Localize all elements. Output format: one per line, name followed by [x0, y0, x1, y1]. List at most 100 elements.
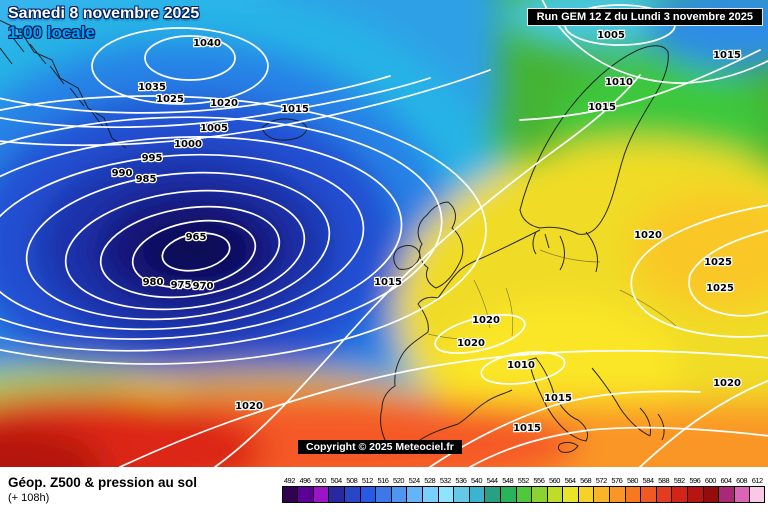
map-title: Géop. Z500 & pression au sol	[8, 475, 198, 490]
legend-value: 540	[471, 476, 483, 485]
legend-cell: 612	[749, 476, 765, 503]
legend-cell: 500	[312, 476, 329, 503]
legend-value: 516	[377, 476, 389, 485]
country-borders	[427, 249, 677, 340]
legend-value: 548	[502, 476, 514, 485]
model-run-info: Run GEM 12 Z du Lundi 3 novembre 2025	[526, 8, 763, 26]
legend-cell: 560	[546, 476, 563, 503]
legend-color-swatch	[328, 486, 344, 503]
legend-cell: 512	[359, 476, 376, 503]
pressure-label: 1020	[457, 338, 485, 349]
pressure-label: 995	[142, 153, 163, 164]
legend-color-swatch	[312, 486, 329, 503]
legend-value: 556	[533, 476, 545, 485]
legend-color-swatch	[593, 486, 610, 503]
legend-color-swatch	[624, 486, 641, 503]
legend-color-swatch	[499, 486, 516, 503]
pressure-label: 1015	[513, 423, 541, 434]
legend-cell: 516	[375, 476, 391, 503]
legend-color-swatch	[453, 486, 469, 503]
legend-color-swatch	[655, 486, 672, 503]
legend-value: 536	[455, 476, 467, 485]
legend-cell: 496	[297, 476, 313, 503]
legend-value: 492	[283, 476, 296, 485]
pressure-label: 1015	[588, 102, 616, 113]
legend-value: 552	[517, 476, 530, 485]
legend-value: 568	[580, 476, 592, 485]
legend-color-swatch	[281, 486, 298, 503]
legend-value: 604	[720, 476, 733, 485]
legend-cell: 528	[421, 476, 438, 503]
legend-color-swatch	[437, 486, 454, 503]
legend-color-swatch	[406, 486, 422, 503]
legend-value: 496	[299, 476, 311, 485]
legend-cell: 608	[733, 476, 750, 503]
legend-value: 508	[346, 476, 358, 485]
legend-color-swatch	[687, 486, 703, 503]
legend-value: 592	[673, 476, 686, 485]
pressure-label: 1015	[374, 277, 402, 288]
legend-value: 608	[736, 476, 748, 485]
legend-cell: 520	[390, 476, 407, 503]
legend-cell: 592	[671, 476, 688, 503]
pressure-label: 1005	[200, 123, 228, 134]
legend-color-swatch	[562, 486, 578, 503]
legend-value: 564	[564, 476, 577, 485]
legend-color-swatch	[718, 486, 734, 503]
legend-color-swatch	[297, 486, 313, 503]
legend-cell: 576	[609, 476, 625, 503]
legend-value: 524	[408, 476, 421, 485]
legend-cell: 580	[624, 476, 641, 503]
legend-cell: 504	[328, 476, 344, 503]
legend-cell: 544	[484, 476, 500, 503]
pressure-label: 1005	[597, 30, 625, 41]
legend-cell: 524	[406, 476, 422, 503]
legend-cell: 572	[593, 476, 610, 503]
legend-value: 560	[548, 476, 561, 485]
legend-color-swatch	[749, 486, 765, 503]
legend-cell: 604	[718, 476, 734, 503]
map-footer: Géop. Z500 & pression au sol (+ 108h) 49…	[0, 467, 768, 512]
legend-value: 544	[486, 476, 499, 485]
pressure-label: 1040	[193, 38, 221, 49]
legend-cell: 596	[687, 476, 703, 503]
legend-color-swatch	[640, 486, 656, 503]
legend-value: 520	[393, 476, 405, 485]
legend-value: 576	[611, 476, 623, 485]
copyright-notice: Copyright © 2025 Meteociel.fr	[298, 440, 462, 454]
legend-color-swatch	[609, 486, 625, 503]
pressure-label: 1025	[706, 283, 734, 294]
pressure-label: 1025	[156, 94, 184, 105]
legend-color-swatch	[702, 486, 719, 503]
legend-cell: 540	[468, 476, 485, 503]
legend-cell: 532	[437, 476, 454, 503]
legend-value: 512	[361, 476, 374, 485]
forecast-lead-time: (+ 108h)	[8, 492, 50, 504]
legend-color-swatch	[546, 486, 563, 503]
legend-cell: 588	[655, 476, 672, 503]
legend-value: 580	[626, 476, 639, 485]
legend-cell: 600	[702, 476, 719, 503]
coastlines	[0, 19, 669, 453]
legend-value: 600	[704, 476, 717, 485]
legend-color-swatch	[671, 486, 688, 503]
footer-titles: Géop. Z500 & pression au sol (+ 108h)	[0, 475, 197, 504]
pressure-contours	[0, 0, 768, 467]
pressure-label: 1010	[605, 77, 633, 88]
pressure-label: 1010	[507, 360, 535, 371]
pressure-label: 1025	[704, 257, 732, 268]
legend-cell: 564	[562, 476, 578, 503]
pressure-label: 1015	[281, 104, 309, 115]
legend-value: 504	[330, 476, 343, 485]
legend-color-swatch	[531, 486, 547, 503]
legend-cell: 536	[453, 476, 469, 503]
pressure-label: 990	[112, 168, 133, 179]
pressure-label: 1015	[544, 393, 572, 404]
legend-cell: 584	[640, 476, 656, 503]
legend-cell: 548	[499, 476, 516, 503]
pressure-label: 1000	[174, 139, 202, 150]
legend-cell: 492	[281, 476, 298, 503]
legend-color-swatch	[375, 486, 391, 503]
